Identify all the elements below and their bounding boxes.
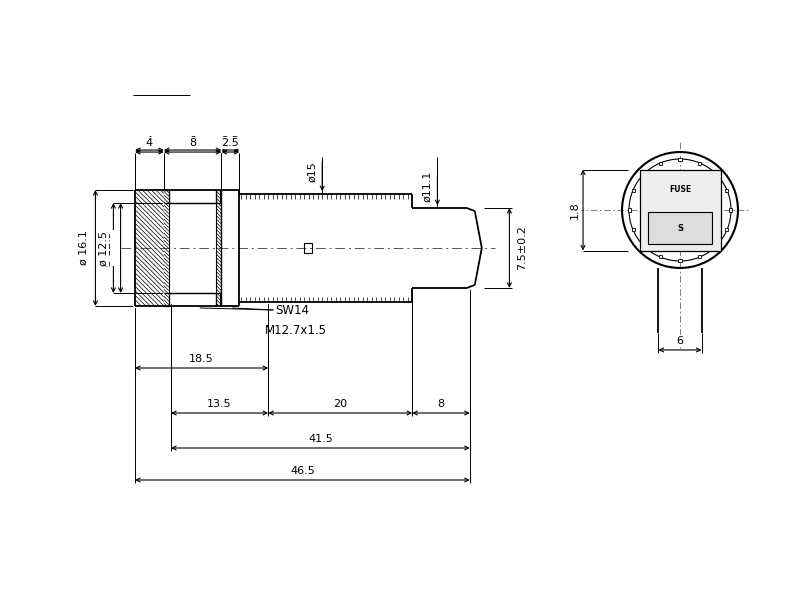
Text: 8: 8 [438, 399, 445, 409]
Text: 1.8: 1.8 [570, 201, 580, 219]
Bar [632, 189, 635, 192]
Bar [714, 173, 717, 176]
Text: SW14: SW14 [276, 303, 310, 317]
Bar [679, 259, 682, 262]
Text: 4: 4 [146, 138, 153, 148]
Bar [642, 173, 646, 176]
Text: 2.5: 2.5 [221, 138, 239, 148]
Bar [659, 162, 663, 165]
Bar [632, 227, 635, 231]
Text: 41.5: 41.5 [308, 434, 333, 444]
Text: 18.5: 18.5 [190, 354, 214, 364]
Text: 46.5: 46.5 [290, 466, 314, 476]
Bar [724, 227, 728, 231]
Bar [628, 208, 631, 212]
Bar [679, 158, 682, 161]
Text: 13.5: 13.5 [207, 399, 232, 409]
Text: S: S [677, 224, 683, 233]
Text: ø11.1: ø11.1 [423, 170, 432, 202]
Text: ø 16.1: ø 16.1 [78, 230, 88, 265]
Text: M12.7x1.5: M12.7x1.5 [265, 324, 326, 337]
Text: ø15: ø15 [307, 162, 318, 183]
Text: FUSE: FUSE [669, 185, 691, 194]
Text: 7.5±0.2: 7.5±0.2 [517, 226, 528, 271]
Text: ø 12.5: ø 12.5 [103, 230, 113, 265]
Bar [724, 189, 728, 192]
Bar [698, 162, 701, 165]
Text: 8: 8 [189, 138, 196, 148]
Text: 8: 8 [189, 136, 196, 146]
Text: 2.5: 2.5 [221, 136, 239, 146]
Bar [659, 255, 663, 258]
Text: 6: 6 [676, 336, 683, 346]
Bar [639, 170, 720, 250]
Text: 20: 20 [333, 399, 348, 409]
Bar [642, 244, 646, 248]
Bar [728, 208, 732, 212]
Bar [648, 212, 713, 245]
Bar [714, 244, 717, 248]
Bar [304, 243, 312, 253]
Text: ø 12.5: ø 12.5 [99, 230, 108, 265]
Text: 4: 4 [146, 136, 153, 146]
Bar [698, 255, 701, 258]
